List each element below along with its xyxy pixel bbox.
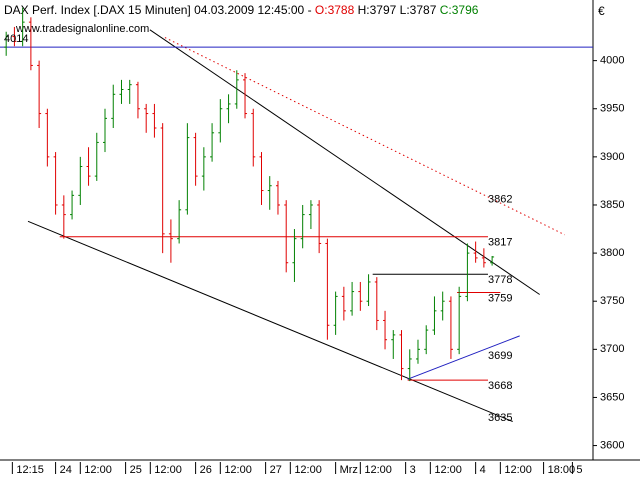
level-label: 3759 — [488, 292, 512, 304]
x-tick-label: 5 — [576, 464, 582, 476]
x-tick-label: 18:00 — [548, 464, 576, 476]
y-tick-label: 3850 — [600, 199, 624, 211]
x-tick-label: 12:00 — [434, 464, 462, 476]
currency: € — [598, 4, 605, 18]
x-tick-label: 12:00 — [364, 464, 392, 476]
trend-line — [149, 29, 540, 295]
x-tick-label: 24 — [60, 464, 72, 476]
x-tick-label: 12:00 — [84, 464, 112, 476]
header: DAX Perf. Index [.DAX 15 Minuten] 04.03.… — [4, 3, 479, 17]
separator: - — [308, 3, 312, 17]
x-tick-label: 12:00 — [224, 464, 252, 476]
x-tick-label: 3 — [410, 464, 416, 476]
open-price: O:3788 — [315, 3, 355, 17]
y-tick-label: 3800 — [600, 247, 624, 259]
trend-line — [407, 335, 520, 380]
level-label: 3635 — [488, 412, 512, 424]
chart-datetime: 04.03.2009 12:45:00 — [194, 3, 304, 17]
level-label: 4014 — [4, 33, 28, 45]
level-label: 3862 — [488, 193, 512, 205]
y-tick-label: 3700 — [600, 343, 624, 355]
y-tick-label: 4000 — [600, 55, 624, 67]
x-tick-label: 12:00 — [154, 464, 182, 476]
x-tick-label: 12:15 — [16, 464, 44, 476]
x-tick-label: 12:00 — [504, 464, 532, 476]
y-tick-label: 3600 — [600, 439, 624, 451]
level-label: 3817 — [488, 237, 512, 249]
y-tick-label: 3900 — [600, 151, 624, 163]
y-tick-label: 3950 — [600, 103, 624, 115]
y-tick-label: 3650 — [600, 391, 624, 403]
low-price: L:3787 — [400, 3, 437, 17]
level-label: 3778 — [488, 274, 512, 286]
x-tick-label: Mrz — [340, 464, 358, 476]
trend-line — [27, 220, 513, 422]
x-tick-label: 4 — [480, 464, 486, 476]
level-label: 3699 — [488, 350, 512, 362]
x-tick-label: 26 — [200, 464, 212, 476]
close-price: C:3796 — [440, 3, 479, 17]
y-tick-label: 3750 — [600, 295, 624, 307]
chart-symbol: DAX Perf. Index [.DAX 15 Minuten] — [4, 3, 191, 17]
x-tick-label: 12:00 — [294, 464, 322, 476]
high-price: H:3797 — [358, 3, 397, 17]
watermark: www.tradesignalonline.com — [15, 23, 149, 35]
level-label: 3668 — [488, 380, 512, 392]
x-tick-label: 25 — [130, 464, 142, 476]
x-tick-label: 27 — [270, 464, 282, 476]
